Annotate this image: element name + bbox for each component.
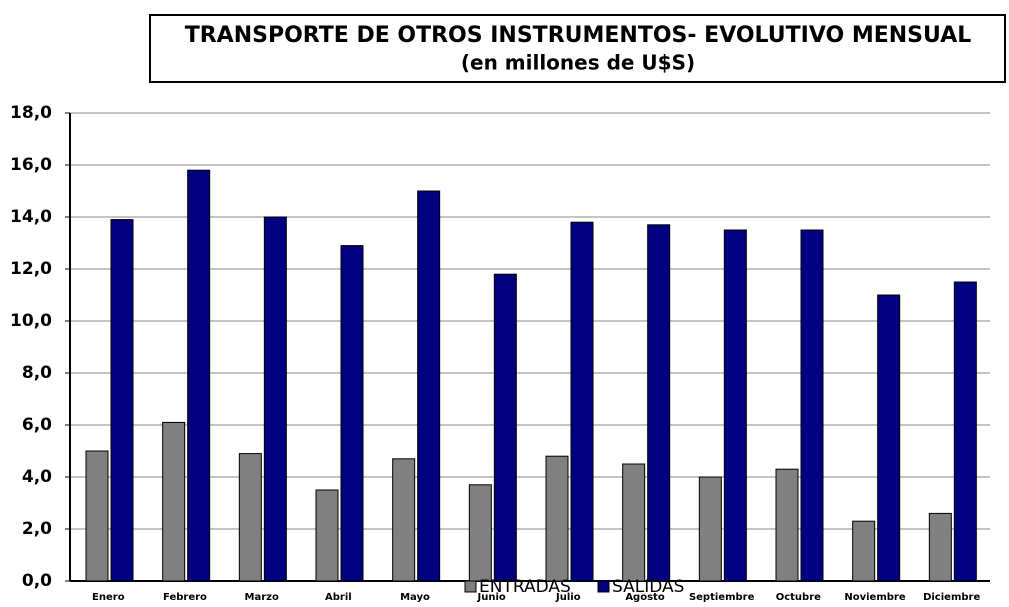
bar — [928, 512, 952, 582]
bar — [545, 455, 569, 582]
x-tick-label: Junio — [477, 592, 506, 603]
x-tick-label: Febrero — [163, 592, 207, 603]
x-tick-label: Noviembre — [844, 592, 905, 603]
chart-title: TRANSPORTE DE OTROS INSTRUMENTOS- EVOLUT… — [185, 23, 972, 48]
x-tick-label: Abril — [325, 592, 352, 603]
y-tick-label: 14,0 — [10, 207, 52, 227]
y-tick-label: 10,0 — [10, 311, 52, 331]
chart-subtitle: (en millones de U$S) — [461, 51, 695, 75]
legend-label: SALIDAS — [612, 577, 684, 597]
bar — [647, 224, 671, 582]
y-tick-label: 18,0 — [10, 103, 52, 123]
legend-label: ENTRADAS — [479, 577, 571, 597]
bar — [187, 169, 211, 582]
y-tick-label: 4,0 — [22, 467, 52, 487]
x-tick-label: Octubre — [776, 592, 821, 603]
bar — [775, 468, 799, 582]
y-tick-label: 16,0 — [10, 155, 52, 175]
bar — [315, 489, 339, 582]
bar — [800, 229, 824, 582]
bar — [417, 190, 441, 582]
bar — [110, 219, 134, 582]
bar — [468, 484, 492, 582]
bar — [162, 421, 186, 582]
legend-swatch — [464, 580, 477, 593]
bar — [852, 520, 876, 582]
legend-swatch — [597, 580, 610, 593]
x-tick-label: Septiembre — [689, 592, 755, 603]
title-box — [149, 14, 1006, 83]
bar — [392, 458, 416, 582]
bar — [877, 294, 901, 582]
y-tick-label: 0,0 — [22, 571, 52, 591]
bar — [698, 476, 722, 582]
x-tick-label: Julio — [555, 592, 581, 603]
y-tick-label: 8,0 — [22, 363, 52, 383]
x-tick-label: Diciembre — [923, 592, 980, 603]
x-tick-label: Enero — [92, 592, 125, 603]
bar — [493, 273, 517, 582]
x-tick-label: Agosto — [625, 592, 665, 603]
bar — [340, 245, 364, 582]
bar — [953, 281, 977, 582]
bar — [723, 229, 747, 582]
bar — [85, 450, 109, 582]
bar — [263, 216, 287, 582]
bar — [622, 463, 646, 582]
x-tick-label: Marzo — [245, 592, 279, 603]
y-tick-label: 6,0 — [22, 415, 52, 435]
bar — [238, 453, 262, 582]
y-tick-label: 2,0 — [22, 519, 52, 539]
bar — [570, 221, 594, 582]
y-tick-label: 12,0 — [10, 259, 52, 279]
x-tick-label: Mayo — [400, 592, 430, 603]
